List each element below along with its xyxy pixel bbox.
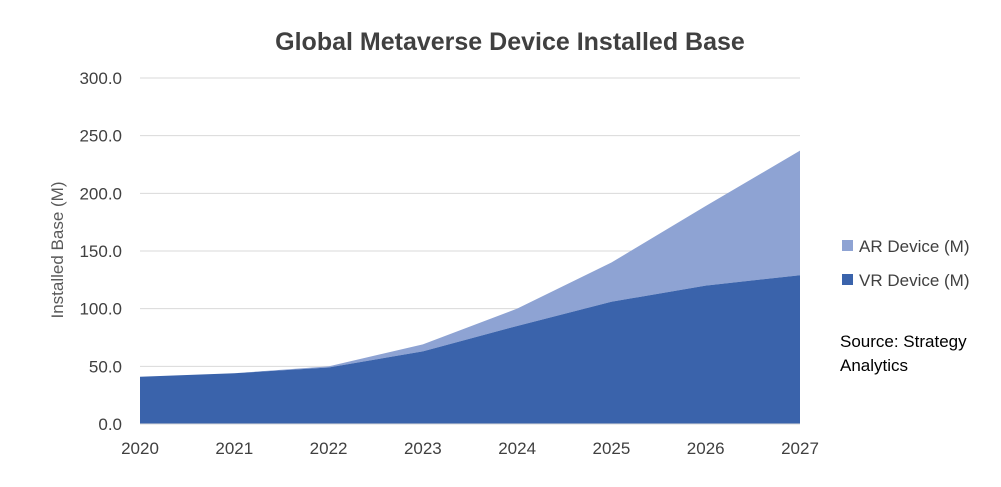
x-tick-label: 2024 xyxy=(498,439,536,458)
legend-swatch-ar xyxy=(842,240,853,251)
y-tick-label: 250.0 xyxy=(79,127,122,146)
x-tick-label: 2020 xyxy=(121,439,159,458)
y-tick-label: 100.0 xyxy=(79,300,122,319)
legend-label-vr: VR Device (M) xyxy=(859,271,970,290)
x-tick-label: 2021 xyxy=(215,439,253,458)
x-tick-label: 2022 xyxy=(310,439,348,458)
x-tick-label: 2026 xyxy=(687,439,725,458)
legend-swatch-vr xyxy=(842,274,853,285)
chart-title: Global Metaverse Device Installed Base xyxy=(275,28,745,56)
y-tick-label: 200.0 xyxy=(79,184,122,203)
y-tick-label: 0.0 xyxy=(98,415,122,434)
y-tick-label: 300.0 xyxy=(79,69,122,88)
y-tick-label: 50.0 xyxy=(89,357,122,376)
source-note: Source: Strategy Analytics xyxy=(840,332,967,375)
legend-label-ar: AR Device (M) xyxy=(859,237,970,256)
x-tick-label: 2027 xyxy=(781,439,819,458)
x-tick-label: 2025 xyxy=(593,439,631,458)
area-series-vr xyxy=(140,275,800,424)
y-axis-label: Installed Base (M) xyxy=(48,182,67,319)
x-tick-label: 2023 xyxy=(404,439,442,458)
y-tick-label: 150.0 xyxy=(79,242,122,261)
area-series-ar xyxy=(140,150,800,377)
